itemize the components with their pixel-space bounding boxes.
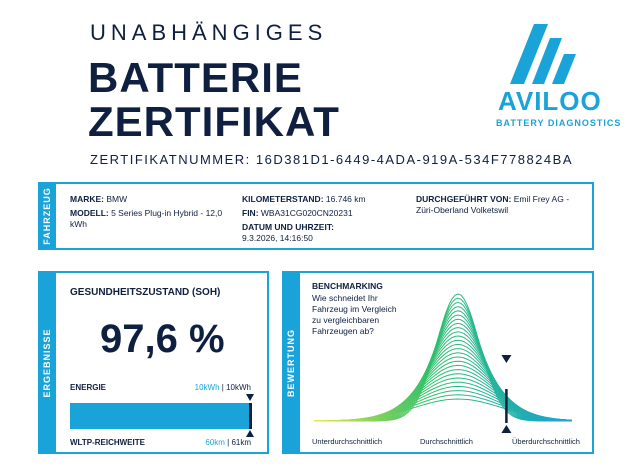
energy-value: 10kWh | 10kWh	[195, 383, 251, 392]
make-value: BMW	[106, 194, 128, 204]
vehicle-datetime: DATUM UND UHRZEIT: 9.3.2026, 14:16:50	[242, 222, 334, 244]
soh-progress-bar	[70, 403, 250, 429]
benchmark-label-low: Unterdurchschnittlich	[312, 437, 383, 446]
benchmark-section: BENCHMARKING Wie schneidet Ihr Fahrzeug …	[300, 271, 594, 454]
performed-label: DURCHGEFÜHRT VON:	[416, 194, 512, 204]
benchmark-curve-lines	[313, 293, 573, 422]
benchmark-curve-line	[314, 327, 573, 422]
energy-value-separator: |	[219, 383, 227, 392]
vehicle-make: MARKE: BMW	[70, 194, 127, 205]
datetime-value: 9.3.2026, 14:16:50	[242, 233, 313, 243]
range-value-current: 60km	[205, 438, 225, 447]
benchmark-distribution-curve	[313, 293, 573, 433]
vehicle-section-label: FAHRZEUG	[42, 187, 52, 245]
benchmark-section-label: BEWERTUNG	[286, 328, 296, 397]
performed-value: Emil Frey AG -	[513, 194, 570, 204]
energy-value-nominal: 10kWh	[226, 383, 251, 392]
soh-value: 97,6 %	[100, 317, 225, 361]
results-section-label: ERGEBNISSE	[42, 327, 52, 398]
benchmark-label-high: Überdurchschnittlich	[512, 437, 580, 446]
certificate-title-line2: ZERTIFIKAT	[88, 98, 340, 145]
performed-value-cont: Züri-Oberland Volketswil	[416, 205, 509, 215]
logo-tagline: BATTERY DIAGNOSTICS	[496, 118, 622, 128]
range-label: WLTP-REICHWEITE	[70, 438, 145, 447]
logo-name: AVILOO	[498, 86, 602, 116]
mileage-label: KILOMETERSTAND:	[242, 194, 324, 204]
vehicle-vin: FIN: WBA31CG020CN20231	[242, 208, 353, 219]
benchmark-section-tab: BEWERTUNG	[282, 271, 300, 454]
soh-progress-marker	[249, 403, 252, 429]
benchmark-text: Wie schneidet Ihr Fahrzeug im Vergleich …	[312, 293, 397, 336]
results-section-tab: ERGEBNISSE	[38, 271, 56, 454]
vehicle-section-tab: FAHRZEUG	[38, 182, 56, 250]
mileage-value: 16.746 km	[325, 194, 366, 204]
vehicle-mileage: KILOMETERSTAND: 16.746 km	[242, 194, 366, 205]
range-value-separator: |	[224, 438, 232, 447]
benchmark-curve-line	[314, 322, 572, 422]
range-value: 60km | 61km	[205, 438, 251, 447]
vehicle-position-bottom-icon	[501, 425, 512, 433]
model-value: 5 Series Plug-in Hybrid - 12,0	[111, 208, 223, 218]
soh-title: GESUNDHEITSZUSTAND (SOH)	[70, 287, 221, 298]
certificate-number-label: ZERTIFIKATNUMMER:	[90, 152, 251, 167]
energy-value-current: 10kWh	[194, 383, 220, 392]
vehicle-performed-by: DURCHGEFÜHRT VON: Emil Frey AG - Züri-Ob…	[416, 194, 586, 216]
model-value-cont: kWh	[70, 219, 87, 229]
datetime-label: DATUM UND UHRZEIT:	[242, 222, 334, 232]
range-value-nominal: 61km	[231, 438, 251, 447]
benchmark-title: BENCHMARKING	[312, 281, 383, 291]
vin-value: WBA31CG020CN20231	[260, 208, 353, 218]
aviloo-logo-icon	[510, 24, 576, 84]
benchmark-label-mid: Durchschnittlich	[420, 437, 473, 446]
certificate-subtitle: UNABHÄNGIGES	[90, 20, 328, 45]
make-label: MARKE:	[70, 194, 104, 204]
benchmark-curve-line	[314, 293, 572, 422]
results-section: GESUNDHEITSZUSTAND (SOH) 97,6 % ENERGIE …	[56, 271, 269, 454]
vehicle-position-top-icon	[501, 355, 512, 363]
soh-marker-top-icon	[246, 394, 254, 401]
soh-marker-bottom-icon	[246, 430, 254, 437]
vehicle-section: MARKE: BMW MODELL: 5 Series Plug-in Hybr…	[56, 182, 594, 250]
vin-label: FIN:	[242, 208, 259, 218]
vehicle-model: MODELL: 5 Series Plug-in Hybrid - 12,0 k…	[70, 208, 240, 230]
certificate-title-line1: BATTERIE	[88, 54, 303, 101]
certificate-number-value: 16D381D1-6449-4ADA-919A-534F778824BA	[255, 152, 573, 167]
certificate-number: ZERTIFIKATNUMMER: 16D381D1-6449-4ADA-919…	[90, 152, 573, 167]
energy-label: ENERGIE	[70, 383, 107, 392]
model-label: MODELL:	[70, 208, 109, 218]
